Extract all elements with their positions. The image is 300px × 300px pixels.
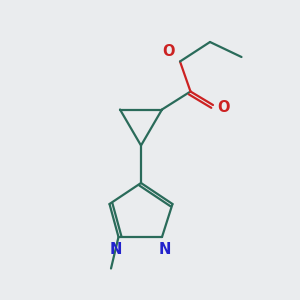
Text: O: O <box>218 100 230 115</box>
Text: O: O <box>162 44 175 59</box>
Text: N: N <box>110 242 122 257</box>
Text: N: N <box>158 242 171 257</box>
